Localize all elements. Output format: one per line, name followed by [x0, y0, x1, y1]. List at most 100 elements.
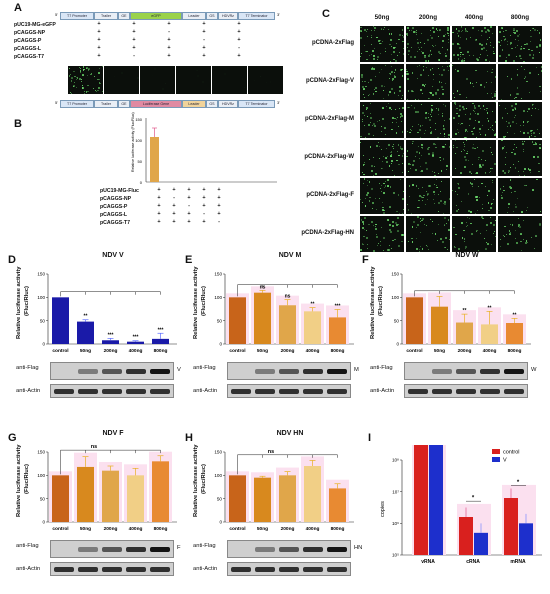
cell-dot	[420, 89, 422, 92]
cell-dot	[438, 81, 441, 83]
cell-dot	[83, 90, 85, 93]
cell-dot	[483, 86, 486, 89]
cell-dot	[517, 217, 519, 219]
b-sign: +	[217, 195, 221, 201]
cell-dot	[485, 248, 487, 250]
cell-dot	[480, 48, 483, 51]
cell-dot	[447, 136, 449, 138]
cell-dot	[425, 83, 426, 85]
cell-dot	[369, 112, 371, 114]
flag-band	[255, 547, 275, 552]
i-bar-control-0	[414, 445, 428, 555]
cell-dot	[469, 113, 472, 115]
cell-dot	[420, 154, 423, 156]
cell-dot	[526, 80, 529, 83]
cell-dot	[401, 131, 404, 133]
a-sign: +	[132, 37, 136, 43]
cell-dot	[440, 190, 442, 192]
xcat-3: 400ng	[129, 348, 143, 354]
cell-dot	[437, 224, 439, 225]
i-legend-control-swatch	[492, 449, 500, 454]
cell-dot	[459, 109, 462, 112]
cell-dot	[87, 84, 89, 87]
flag-band	[303, 369, 323, 374]
cell-dot	[419, 136, 422, 138]
cell-dot	[411, 163, 414, 166]
cell-dot	[452, 64, 453, 66]
cell-dot	[436, 29, 439, 32]
ytick-label-0: 0	[219, 520, 222, 525]
anti-actin-label-h: anti-Actin	[193, 566, 218, 572]
cell-dot	[415, 169, 418, 172]
cell-dot	[369, 146, 372, 148]
cell-dot	[452, 43, 454, 45]
cell-dot	[509, 166, 511, 168]
segment-trailer-2: Trailer	[94, 100, 118, 108]
cell-dot	[422, 68, 425, 71]
cell-dot	[515, 229, 517, 231]
actin-band	[432, 389, 452, 394]
cell-dot	[391, 77, 394, 80]
i-ytick-label-2: 10⁷	[392, 489, 399, 494]
ytick-label-2: 100	[214, 473, 222, 478]
cell-dot	[414, 56, 416, 58]
cell-dot	[406, 156, 408, 158]
cell-dot	[463, 238, 466, 240]
cell-dot	[441, 82, 443, 84]
cell-dot	[536, 45, 539, 48]
cell-dot	[474, 39, 477, 42]
cell-dot	[391, 160, 393, 162]
cell-dot	[402, 40, 404, 43]
cell-dot	[468, 124, 471, 127]
cell-dot	[448, 134, 450, 137]
cell-dot	[516, 241, 519, 244]
flag-band	[327, 547, 347, 552]
cell-dot	[428, 54, 431, 57]
xcat-2: 200ng	[458, 348, 472, 354]
cell-dot	[523, 151, 524, 152]
cell-dot	[492, 130, 494, 131]
cell-dot	[487, 28, 490, 31]
cell-dot	[419, 245, 422, 248]
cell-dot	[437, 108, 440, 111]
cell-dot	[437, 35, 440, 38]
cell-dot	[381, 41, 383, 42]
cell-dot	[433, 183, 435, 185]
cell-dot	[449, 65, 450, 68]
cell-dot	[436, 186, 438, 189]
cell-dot	[397, 230, 399, 232]
cell-dot	[492, 111, 494, 113]
cell-dot	[408, 53, 409, 55]
cell-dot	[537, 251, 540, 252]
cell-dot	[378, 157, 380, 159]
cell-dot	[540, 211, 542, 213]
cell-dot	[456, 53, 459, 56]
cell-dot	[161, 88, 164, 91]
cell-dot	[390, 53, 393, 55]
cell-dot	[483, 47, 485, 49]
c-micrograph	[406, 102, 450, 138]
cell-dot	[379, 39, 381, 41]
cell-dot	[485, 172, 486, 173]
cell-dot	[521, 211, 523, 213]
cell-dot	[534, 141, 536, 143]
cell-dot	[505, 121, 507, 122]
title-e: NDV M	[278, 252, 302, 259]
cell-dot	[370, 30, 372, 31]
sig-3: ***	[133, 335, 139, 341]
bar-0	[52, 297, 69, 344]
anti-flag-label-f: anti-Flag	[370, 365, 393, 371]
cell-dot	[434, 144, 436, 146]
cell-dot	[465, 221, 467, 223]
cell-dot	[399, 69, 402, 72]
cell-dot	[363, 155, 365, 156]
cell-dot	[438, 173, 440, 175]
b-ylabel: Relative luciferase activity (Fluc/Rluc)	[131, 112, 135, 172]
cell-dot	[492, 179, 493, 181]
cell-dot	[416, 224, 419, 227]
cell-dot	[443, 135, 445, 137]
cell-dot	[429, 29, 432, 32]
cell-dot	[481, 182, 483, 185]
